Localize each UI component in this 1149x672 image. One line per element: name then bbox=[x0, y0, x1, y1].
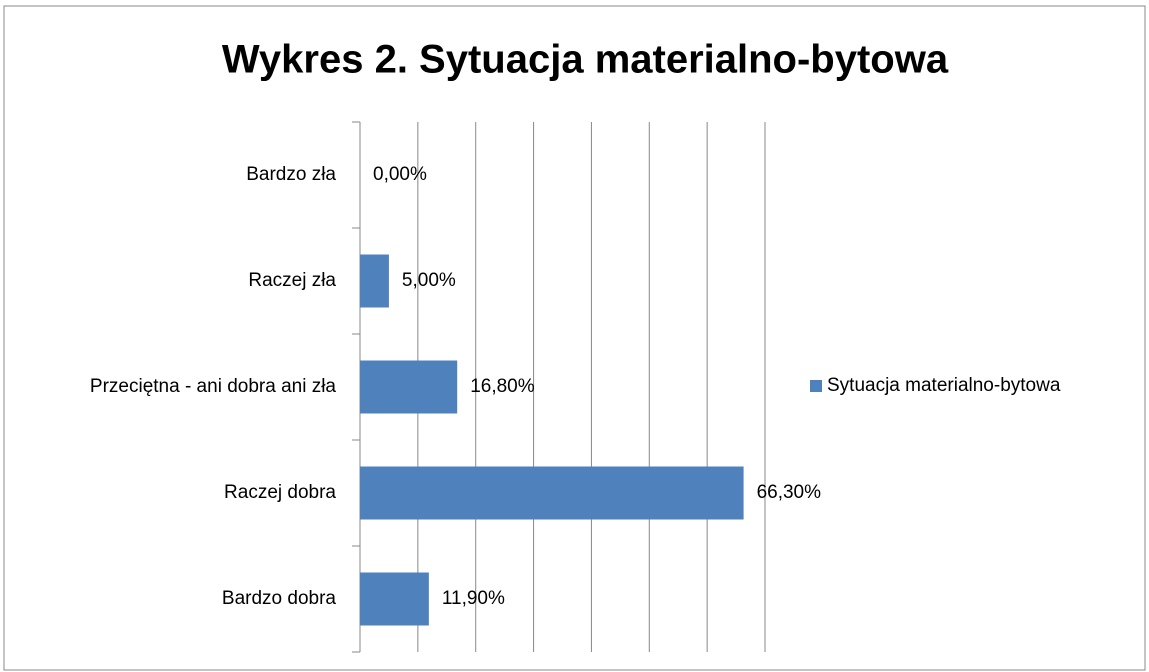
bar bbox=[360, 466, 744, 520]
data-label: 66,30% bbox=[757, 482, 822, 503]
y-tick-label: Raczej dobra bbox=[224, 482, 336, 503]
y-tick-label: Przeciętna - ani dobra ani zła bbox=[90, 376, 337, 397]
chart-title: Wykres 2. Sytuacja materialno-bytowa bbox=[222, 38, 949, 82]
data-label: 11,90% bbox=[442, 588, 505, 609]
chart-border bbox=[3, 5, 1146, 671]
y-tick-label: Bardzo zła bbox=[246, 164, 336, 185]
bar bbox=[360, 254, 389, 308]
bar bbox=[360, 360, 458, 414]
data-label: 16,80% bbox=[470, 376, 535, 397]
data-label: 5,00% bbox=[402, 270, 456, 291]
legend-swatch bbox=[810, 380, 822, 392]
bar bbox=[360, 572, 429, 626]
y-tick-label: Bardzo dobra bbox=[222, 588, 337, 609]
data-label: 0,00% bbox=[373, 164, 427, 185]
y-tick-label: Raczej zła bbox=[248, 270, 336, 291]
legend-label: Sytuacja materialno-bytowa bbox=[827, 375, 1061, 396]
